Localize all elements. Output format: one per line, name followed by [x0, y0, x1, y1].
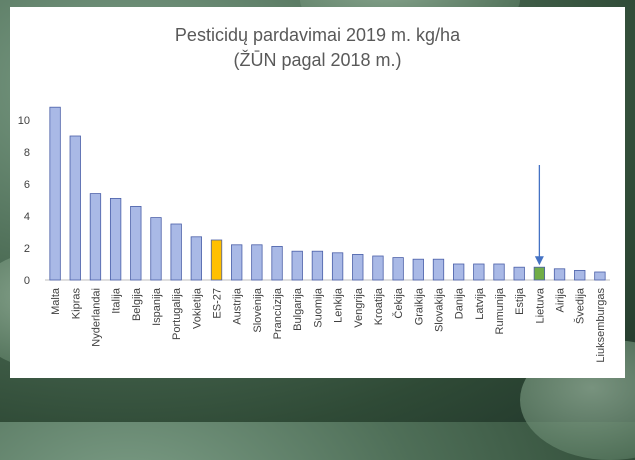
bar-italija	[109, 197, 122, 281]
y-tick-label: 0	[24, 275, 30, 287]
x-tick-label: Kroatija	[373, 287, 385, 325]
bar-slovėnija	[251, 244, 263, 281]
y-tick-label: 10	[18, 115, 30, 127]
bar-prancūzija	[271, 245, 283, 281]
bar-estija	[513, 266, 525, 281]
bar-vokietija	[190, 236, 202, 281]
x-tick-label: Čekija	[392, 287, 405, 318]
bar-chart: 0 2 4 6 8 10 Malta Kipras Nyderlandai Italija Belg…	[18, 106, 610, 363]
x-tick-label: Estija	[514, 287, 526, 315]
x-tick-label: Vengrija	[353, 287, 365, 328]
bar-suomija	[311, 250, 324, 281]
x-tick-label: Lietuva	[534, 287, 546, 323]
x-tick-label: ES-27	[212, 288, 224, 319]
bar-airija	[553, 268, 566, 281]
bar-lenkija	[331, 252, 344, 281]
x-tick-label: Liuksemburgas	[595, 288, 607, 363]
chart-panel: Pesticidų pardavimai 2019 m. kg/ha (ŽŪN …	[10, 7, 625, 378]
bar-rumunija	[493, 263, 505, 281]
x-tick-label: Airija	[555, 287, 567, 312]
x-tick-label: Suomija	[312, 287, 324, 328]
y-tick-label: 4	[24, 211, 30, 223]
bar-kroatija	[372, 255, 384, 281]
bar-austrija	[231, 244, 243, 281]
x-tick-label: Lenkija	[333, 287, 345, 323]
y-tick-label: 6	[24, 179, 30, 191]
x-tick-label: Malta	[50, 287, 62, 315]
bar-čekija	[392, 257, 404, 281]
bar-slovakija	[432, 258, 445, 281]
bar-portugalija	[170, 223, 182, 281]
y-tick-label: 8	[24, 147, 30, 159]
x-tick-label: Latvija	[474, 287, 486, 320]
x-tick-label: Slovakija	[433, 287, 445, 332]
bar-bulgarija	[291, 250, 303, 281]
x-tick-label: Austrija	[232, 287, 244, 325]
annotation-arrow-head	[534, 256, 544, 266]
x-tick-label: Danija	[454, 287, 466, 319]
x-tick-label: Portugalija	[171, 287, 183, 340]
bar-es-27	[210, 239, 223, 281]
x-tick-label: Kipras	[70, 288, 82, 320]
chart-title: Pesticidų pardavimai 2019 m. kg/ha	[174, 25, 461, 45]
bar-liuksemburgas	[594, 271, 606, 281]
bar-vengrija	[352, 253, 364, 281]
bar-nyderlandai	[89, 193, 102, 281]
x-tick-label: Vokietija	[191, 287, 203, 329]
bar-lietuva	[533, 266, 546, 281]
x-tick-label: Švedija	[574, 287, 587, 324]
x-tick-label: Graikija	[413, 287, 425, 325]
bar-kipras	[69, 135, 81, 281]
y-tick-label: 2	[24, 243, 30, 255]
bar-latvija	[473, 263, 485, 281]
x-tick-label: Ispanija	[151, 287, 163, 326]
x-tick-label: Rumunija	[494, 287, 506, 334]
bar-belgija	[130, 205, 142, 281]
chart-subtitle: (ŽŪN pagal 2018 m.)	[233, 50, 402, 70]
bar-ispanija	[150, 217, 162, 281]
bar-malta	[49, 106, 61, 281]
x-tick-label: Prancūzija	[272, 287, 284, 339]
x-tick-label: Bulgarija	[292, 287, 304, 331]
x-tick-label: Belgija	[131, 287, 143, 321]
x-tick-label: Italija	[111, 287, 123, 314]
x-tick-label: Nyderlandai	[90, 288, 102, 347]
bar-danija	[453, 263, 465, 281]
bar-graikija	[412, 258, 424, 281]
x-tick-label: Slovėnija	[252, 287, 264, 333]
bar-švedija	[574, 269, 586, 281]
